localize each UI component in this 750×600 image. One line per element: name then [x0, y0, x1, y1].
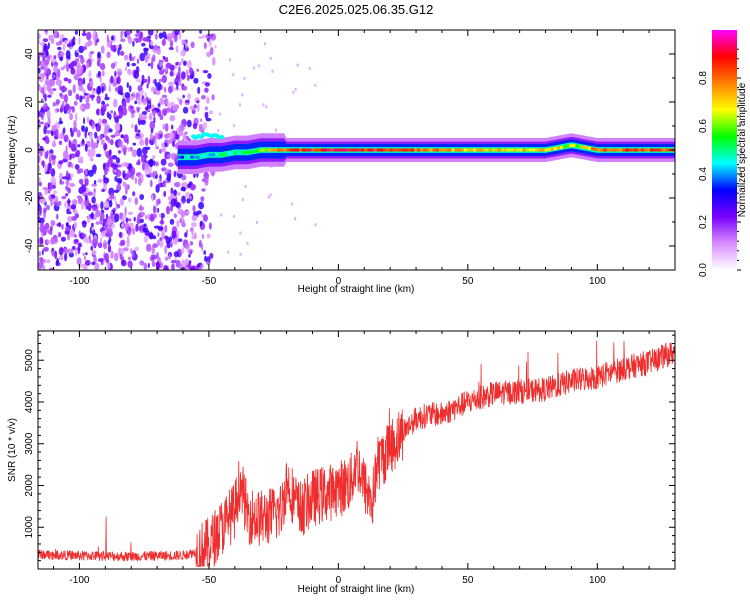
snr-axes: -100 -50 0 50 100 1000 2000 3000 4000 5000: [24, 331, 676, 586]
y-tick-label: 40: [24, 48, 35, 60]
colorbar-label: Normalized spectral amplitude: [737, 82, 748, 217]
snr-y-label: SNR (10 * v/v): [7, 418, 18, 482]
y-tick-label: 4000: [24, 390, 35, 413]
x-tick-label: 0: [336, 575, 342, 586]
spectrogram-panel: -100 -50 0 50 100 -40 -20 0 20 40 Height of strai…: [7, 29, 676, 295]
colorbar-tick-label: 0.4: [698, 167, 709, 181]
spectrogram-y-label: Frequency (Hz): [7, 116, 18, 185]
y-tick-label: 0: [24, 147, 35, 153]
colorbar: 0.0 0.2 0.4 0.6 0.8 Normalized spectral ampl…: [698, 30, 748, 277]
spectrogram-heatmap: [38, 30, 675, 270]
snr-plot-area: [38, 340, 675, 567]
colorbar-tick-label: 0.6: [698, 119, 709, 133]
colorbar-axes: 0.0 0.2 0.4 0.6 0.8: [698, 48, 741, 277]
y-tick-label: 1000: [24, 516, 35, 539]
x-tick-label: 0: [336, 276, 342, 287]
snr-x-label: Height of straight line (km): [298, 584, 415, 595]
y-tick-label: 2000: [24, 474, 35, 497]
snr-frame: [37, 330, 676, 570]
spectrogram-x-label: Height of straight line (km): [298, 284, 415, 295]
x-tick-label: 100: [589, 276, 606, 287]
chart-title: C2E6.2025.025.06.35.G12: [279, 2, 434, 17]
snr-panel: -100 -50 0 50 100 1000 2000 3000 4000 5000 Height…: [7, 330, 676, 595]
carrier-band: [177, 132, 675, 174]
y-tick-label: 3000: [24, 432, 35, 455]
y-tick-label: 20: [24, 96, 35, 108]
spectrogram-axes: -100 -50 0 50 100 -40 -20 0 20 40: [24, 29, 676, 287]
colorbar-tick-label: 0.8: [698, 71, 709, 85]
y-tick-label: -40: [24, 238, 35, 253]
y-tick-label: -20: [24, 190, 35, 205]
snr-series-line: [38, 340, 675, 567]
x-tick-label: 50: [462, 575, 474, 586]
colorbar-rect: [712, 30, 737, 270]
x-tick-label: -50: [202, 276, 217, 287]
noise-speckle: [38, 30, 317, 270]
x-tick-label: -100: [69, 575, 89, 586]
x-tick-label: 50: [462, 276, 474, 287]
x-tick-label: -100: [69, 276, 89, 287]
colorbar-tick-label: 0.0: [698, 263, 709, 277]
colorbar-tick-label: 0.2: [698, 215, 709, 229]
x-tick-label: -50: [202, 575, 217, 586]
y-tick-label: 5000: [24, 349, 35, 372]
x-tick-label: 100: [589, 575, 606, 586]
